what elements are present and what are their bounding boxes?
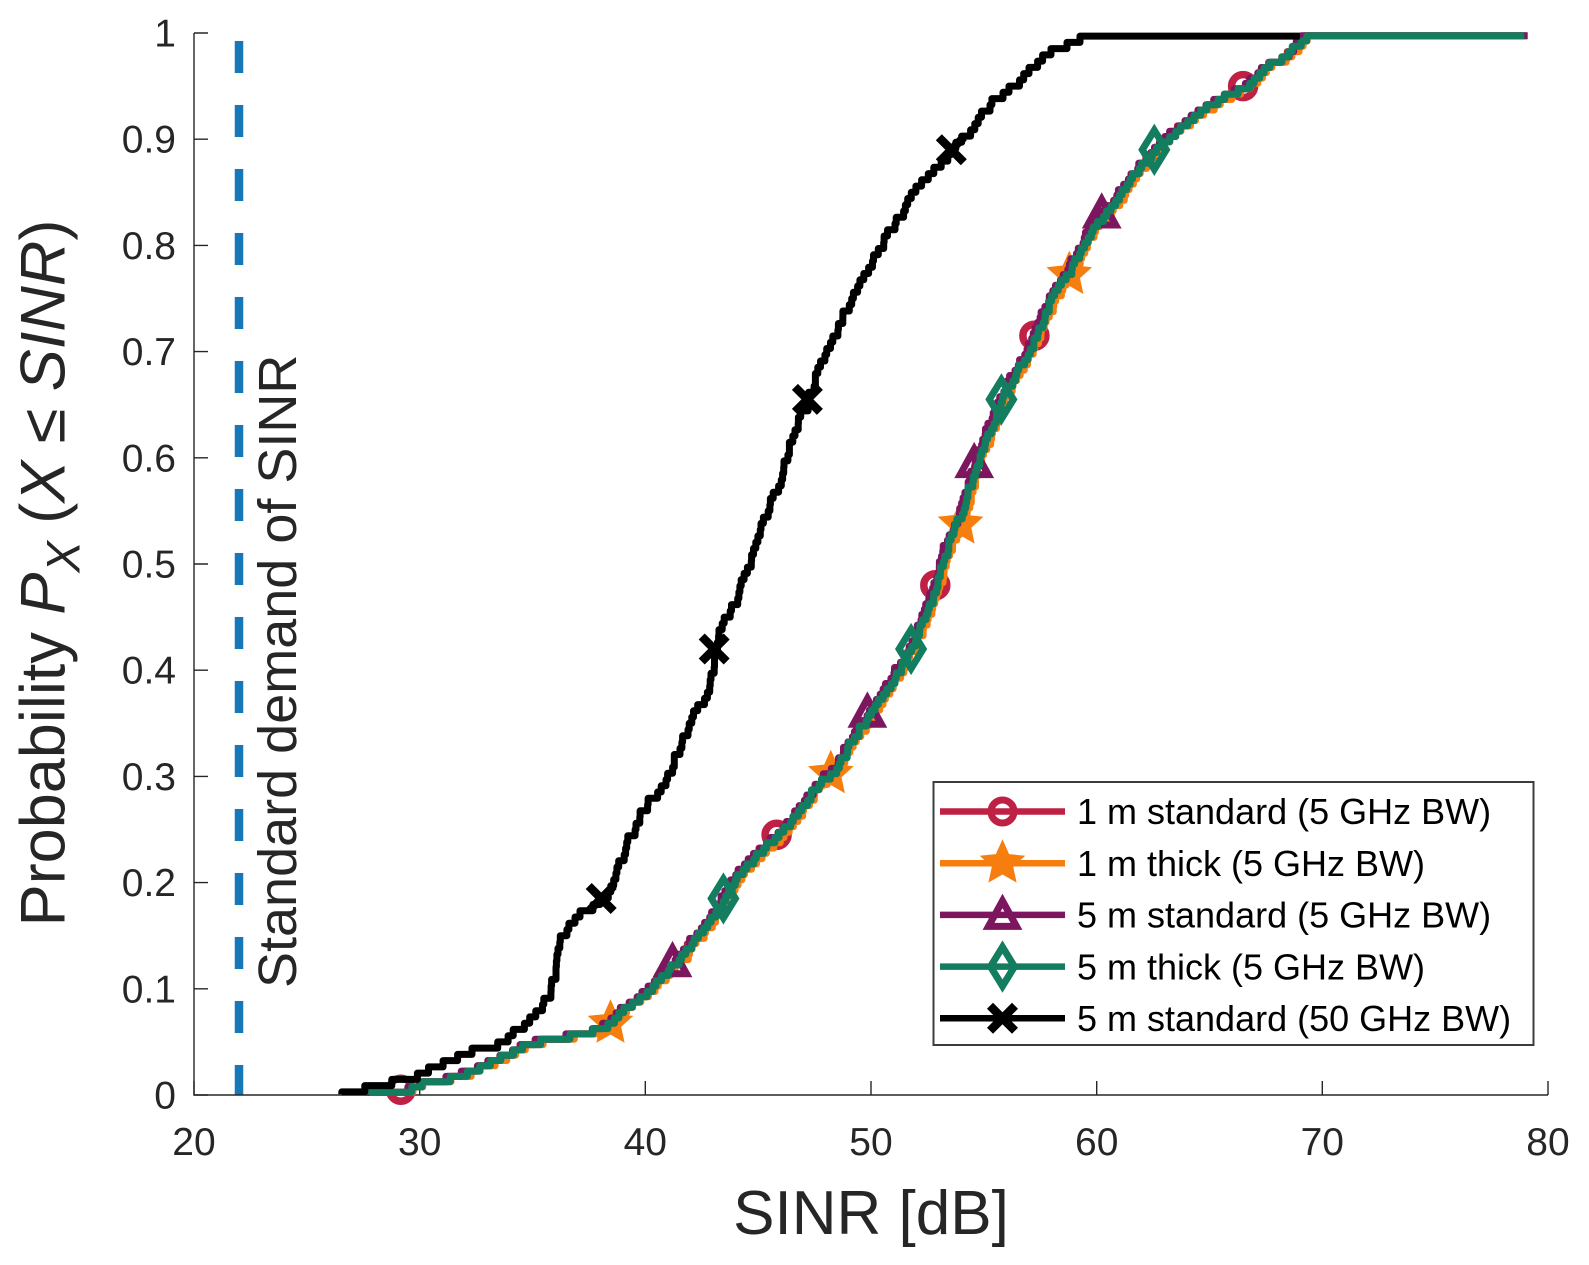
svg-text:SINR [dB]: SINR [dB] bbox=[733, 1179, 1009, 1248]
svg-text:1 m standard (5 GHz BW): 1 m standard (5 GHz BW) bbox=[1077, 791, 1491, 832]
svg-text:0.4: 0.4 bbox=[122, 650, 176, 693]
svg-text:5 m standard (5 GHz BW): 5 m standard (5 GHz BW) bbox=[1077, 895, 1491, 936]
svg-text:1: 1 bbox=[154, 13, 176, 56]
svg-text:70: 70 bbox=[1301, 1121, 1344, 1164]
svg-text:30: 30 bbox=[398, 1121, 441, 1164]
svg-text:80: 80 bbox=[1526, 1121, 1569, 1164]
svg-text:0.5: 0.5 bbox=[122, 544, 176, 587]
svg-text:0: 0 bbox=[154, 1075, 176, 1118]
svg-text:0.7: 0.7 bbox=[122, 331, 176, 374]
svg-text:0.8: 0.8 bbox=[122, 225, 176, 268]
svg-text:0.2: 0.2 bbox=[122, 862, 176, 905]
svg-text:0.9: 0.9 bbox=[122, 119, 176, 162]
svg-text:20: 20 bbox=[172, 1121, 215, 1164]
svg-text:60: 60 bbox=[1075, 1121, 1118, 1164]
svg-text:1 m thick (5 GHz BW): 1 m thick (5 GHz BW) bbox=[1077, 843, 1425, 884]
svg-text:Standard demand of SINR: Standard demand of SINR bbox=[248, 355, 308, 988]
svg-text:0.6: 0.6 bbox=[122, 437, 176, 480]
svg-text:5 m thick (5 GHz BW): 5 m thick (5 GHz BW) bbox=[1077, 946, 1425, 987]
svg-text:40: 40 bbox=[624, 1121, 667, 1164]
svg-text:5 m standard (50 GHz BW): 5 m standard (50 GHz BW) bbox=[1077, 998, 1511, 1039]
svg-text:0.3: 0.3 bbox=[122, 756, 176, 799]
svg-text:Probability PX (X ≤ SINR): Probability PX (X ≤ SINR) bbox=[9, 220, 90, 927]
svg-text:50: 50 bbox=[849, 1121, 892, 1164]
svg-text:0.1: 0.1 bbox=[122, 968, 176, 1011]
